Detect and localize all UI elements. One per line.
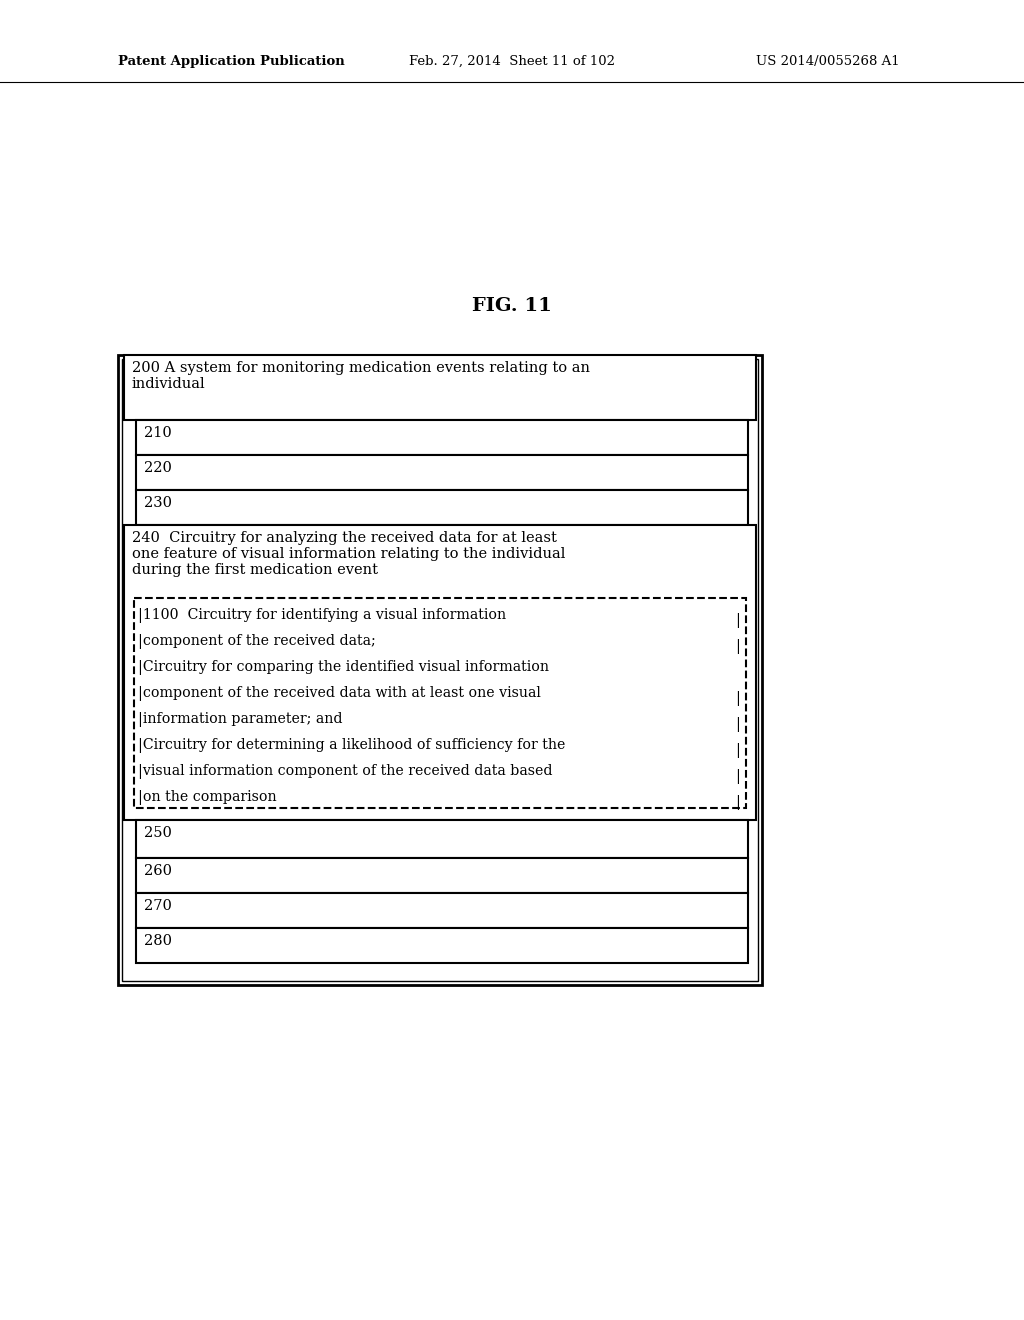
Bar	[136, 820, 748, 858]
Text: 240  Circuitry for analyzing the received data for at least
one feature of visua: 240 Circuitry for analyzing the received…	[132, 531, 565, 577]
Bar	[136, 894, 748, 928]
Text: Feb. 27, 2014  Sheet 11 of 102: Feb. 27, 2014 Sheet 11 of 102	[409, 55, 615, 69]
Text: |component of the received data with at least one visual: |component of the received data with at …	[138, 686, 541, 701]
Text: |on the comparison: |on the comparison	[138, 789, 276, 805]
Text: |: |	[735, 770, 740, 784]
Text: US 2014/0055268 A1: US 2014/0055268 A1	[757, 55, 900, 69]
Text: |Circuitry for determining a likelihood of sufficiency for the: |Circuitry for determining a likelihood …	[138, 738, 565, 752]
Text: 270: 270	[144, 899, 172, 913]
Text: 210: 210	[144, 426, 172, 440]
Bar	[134, 598, 746, 808]
Bar	[136, 490, 748, 525]
Text: Patent Application Publication: Patent Application Publication	[118, 55, 345, 69]
Text: |Circuitry for comparing the identified visual information: |Circuitry for comparing the identified …	[138, 660, 549, 675]
Text: |visual information component of the received data based: |visual information component of the rec…	[138, 764, 553, 779]
Text: |: |	[735, 795, 740, 810]
Text: |information parameter; and: |information parameter; and	[138, 711, 342, 727]
Bar	[124, 355, 756, 420]
Text: FIG. 11: FIG. 11	[472, 297, 552, 315]
Text: |: |	[735, 639, 740, 653]
Text: 230: 230	[144, 496, 172, 510]
Bar	[136, 455, 748, 490]
Bar	[118, 355, 762, 985]
Bar	[136, 928, 748, 964]
Bar	[122, 359, 758, 981]
Text: |: |	[735, 690, 740, 706]
Text: |: |	[735, 717, 740, 733]
Text: |component of the received data;: |component of the received data;	[138, 634, 376, 649]
Bar	[136, 858, 748, 894]
Text: 280: 280	[144, 935, 172, 948]
Text: |: |	[735, 743, 740, 758]
Text: 200 A system for monitoring medication events relating to an
individual: 200 A system for monitoring medication e…	[132, 360, 590, 391]
Bar	[124, 525, 756, 820]
Text: |1100  Circuitry for identifying a visual information: |1100 Circuitry for identifying a visual…	[138, 609, 506, 623]
Text: 260: 260	[144, 865, 172, 878]
Bar	[136, 420, 748, 455]
Text: 220: 220	[144, 461, 172, 475]
Text: 250: 250	[144, 826, 172, 840]
Text: |: |	[735, 612, 740, 628]
